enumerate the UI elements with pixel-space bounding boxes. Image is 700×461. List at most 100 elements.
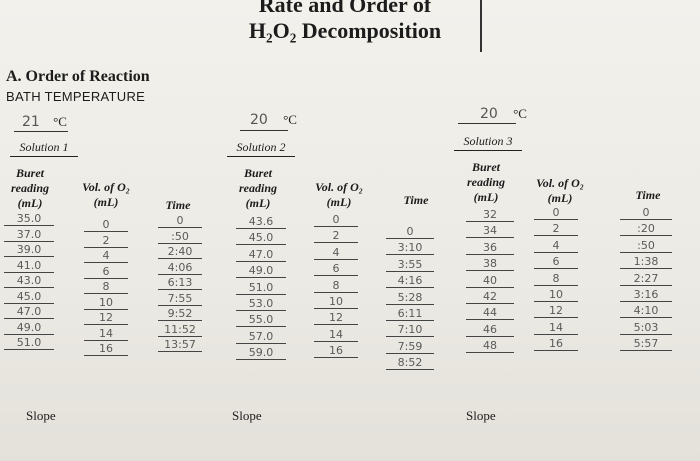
subsection-heading: BATH TEMPERATURE (6, 89, 146, 104)
sol2-vol-header: Vol. of O₂ (mL) (315, 180, 363, 209)
sol2-buret-cell: 49.0 (236, 264, 286, 279)
sol1-time-cell: 0 (158, 214, 202, 228)
sol1-buret-cell: 49.0 (4, 321, 54, 335)
temp-value-1: 21 (22, 114, 40, 130)
sol2-time-header: Time (403, 193, 429, 207)
sol1-time-cell: 11:52 (158, 323, 202, 337)
sol3-vol-header: Vol. of O₂ (mL) (536, 176, 584, 205)
slope-label-3: Slope (466, 408, 496, 423)
sol1-vol-cell: 8 (84, 280, 128, 294)
sol2-vol-cell: 8 (314, 279, 358, 293)
slope-label-1: Slope (26, 408, 56, 423)
temp-value-3: 20 (480, 106, 498, 122)
sol1-buret-cell: 45.0 (4, 290, 54, 304)
sol3-time-cell: 5:57 (620, 337, 672, 352)
sol3-buret-cell: 32 (466, 208, 514, 222)
sol3-buret-cell: 40 (466, 274, 514, 288)
sol2-buret-header: Buret reading (mL) (238, 166, 277, 210)
sol2-vol-cell: 2 (314, 229, 358, 244)
sol1-vol-cell: 12 (84, 311, 128, 325)
sol3-buret-cell: 46 (466, 323, 514, 337)
sol1-time-cell: 9:52 (158, 307, 202, 321)
title-line-1: Rate and Order of (258, 0, 432, 17)
sol3-time-cell: :20 (620, 222, 672, 237)
sol2-vol-cell: 0 (314, 213, 358, 227)
sol3-vol-cell: 16 (534, 337, 578, 352)
sol2-vol-cell: 14 (314, 328, 358, 342)
temp-unit-3: °C (513, 106, 527, 121)
sol2-vol-cell: 6 (314, 262, 358, 277)
sol2-time-cell: 7:10 (386, 323, 434, 338)
sol3-vol-cell: 0 (534, 206, 578, 220)
sol3-vol-cell: 6 (534, 255, 578, 270)
sol2-vol-cell: 10 (314, 295, 358, 309)
temp-solution-2: 20 °C (240, 112, 297, 131)
sol1-buret-cell: 41.0 (4, 259, 54, 273)
sol2-time-cell: 8:52 (386, 356, 434, 371)
sol1-buret-cell: 51.0 (4, 336, 54, 350)
sol2-vol-cell: 12 (314, 311, 358, 326)
sol3-vol-cell: 2 (534, 222, 578, 237)
sol1-vol-cell: 16 (84, 342, 128, 356)
sol1-vol-header: Vol. of O₂ (mL) (82, 180, 130, 209)
sol2-buret-cell: 51.0 (236, 281, 286, 295)
sol2-time-cell: 6:11 (386, 307, 434, 321)
sol3-buret-cell: 44 (466, 306, 514, 321)
sol2-vol-cell: 4 (314, 246, 358, 260)
sol1-vol-cell: 14 (84, 327, 128, 341)
temp-unit-2: °C (283, 112, 297, 127)
sol3-time-cell: 0 (620, 206, 672, 220)
sol1-buret-cell: 47.0 (4, 305, 54, 319)
sol1-time-cell: :50 (158, 230, 202, 244)
sol2-buret-cell: 47.0 (236, 248, 286, 262)
sol1-time-cell: 7:55 (158, 292, 202, 306)
sol1-buret-cell: 37.0 (4, 228, 54, 242)
sol1-vol-cell: 6 (84, 265, 128, 279)
sol1-buret-cell: 35.0 (4, 212, 54, 226)
sol3-vol-cell: 8 (534, 272, 578, 286)
sol3-buret-cell: 42 (466, 290, 514, 304)
title-divider (480, 0, 482, 52)
sol2-time-cell: 0 (386, 225, 434, 239)
sol2-time-cell: 3:10 (386, 241, 434, 256)
sol3-buret-cell: 36 (466, 241, 514, 255)
sol3-buret-cell: 48 (466, 339, 514, 354)
sol1-vol-cell: 0 (84, 218, 128, 232)
sol1-vol-cell: 4 (84, 249, 128, 263)
sol3-vol-cell: 10 (534, 288, 578, 302)
sol2-time-cell: 5:28 (386, 291, 434, 305)
sol1-time-cell: 2:40 (158, 245, 202, 259)
solution-3-label: Solution 3 (454, 134, 522, 151)
sol3-time-header: Time (635, 188, 661, 202)
sol3-time-cell: 4:10 (620, 304, 672, 319)
sol1-time-cell: 4:06 (158, 261, 202, 275)
sol3-time-cell: :50 (620, 239, 672, 253)
section-heading: A. Order of Reaction (6, 68, 150, 85)
sol3-time-cell: 5:03 (620, 321, 672, 335)
slope-label-2: Slope (232, 408, 262, 423)
temp-solution-3: 20 °C (458, 106, 527, 124)
sol3-time-cell: 1:38 (620, 255, 672, 270)
sol1-buret-cell: 43.0 (4, 274, 54, 288)
sol2-vol-cell: 16 (314, 344, 358, 359)
sol1-vol-cell: 2 (84, 234, 128, 248)
sol1-time-cell: 6:13 (158, 276, 202, 290)
sol3-buret-header: Buret reading (mL) (466, 160, 505, 204)
sol1-buret-header: Buret reading (mL) (10, 166, 49, 210)
sol1-buret-cell: 39.0 (4, 243, 54, 257)
sol2-buret-cell: 53.0 (236, 297, 286, 311)
sol2-buret-cell: 45.0 (236, 231, 286, 246)
sol2-time-cell: 7:59 (386, 340, 434, 354)
sol3-time-cell: 3:16 (620, 288, 672, 302)
sol2-time-cell: 4:16 (386, 274, 434, 289)
temp-solution-1: 21 °C (14, 114, 68, 132)
sol1-vol-cell: 10 (84, 296, 128, 310)
sol3-vol-cell: 14 (534, 321, 578, 335)
sol1-time-cell: 13:57 (158, 338, 202, 352)
solution-2-label: Solution 2 (227, 140, 295, 157)
sol2-buret-cell: 57.0 (236, 330, 286, 344)
title-line-2: H₂O₂ Decomposition (248, 18, 442, 43)
sol2-buret-cell: 59.0 (236, 346, 286, 361)
sol2-buret-cell: 55.0 (236, 313, 286, 328)
